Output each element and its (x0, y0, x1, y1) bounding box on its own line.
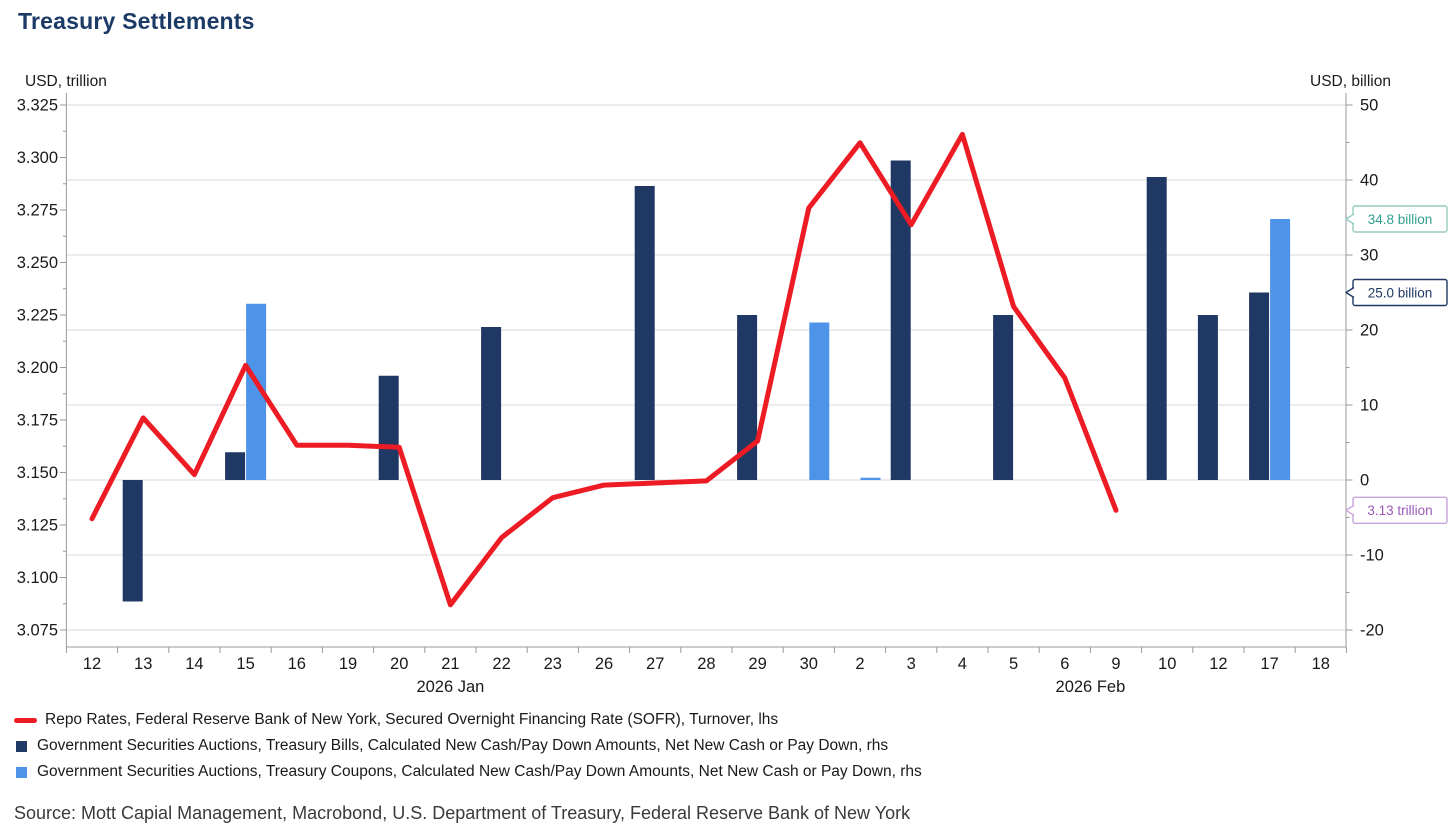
right-axis-tick-label: 30 (1360, 247, 1378, 265)
bar-treasury-bills (1146, 177, 1167, 480)
left-axis-unit-label: USD, trillion (25, 73, 107, 90)
right-axis-tick-label: 0 (1360, 472, 1369, 490)
x-axis-tick-label: 20 (390, 655, 408, 673)
left-axis-tick-label: 3.175 (17, 412, 58, 430)
x-axis-tick-label: 5 (1009, 655, 1018, 673)
x-axis-tick-label: 14 (185, 655, 203, 673)
left-axis-tick-label: 3.300 (17, 149, 58, 167)
legend-label: Government Securities Auctions, Treasury… (37, 763, 922, 780)
left-axis-tick-label: 3.325 (17, 97, 58, 115)
x-axis-tick-label: 3 (907, 655, 916, 673)
callout-pointer (1345, 213, 1355, 225)
repo-rates-line (89, 131, 1119, 608)
left-axis-tick-label: 3.275 (17, 202, 58, 220)
bar-treasury-bills (1249, 292, 1270, 480)
x-axis-tick-label: 12 (1209, 655, 1227, 673)
bar-treasury-coupons (809, 322, 830, 480)
right-axis-tick-label: 50 (1360, 97, 1378, 115)
left-axis-tick-label: 3.200 (17, 359, 58, 377)
x-axis-tick-label: 28 (697, 655, 715, 673)
legend-item-treasury-coupons: Government Securities Auctions, Treasury… (14, 759, 922, 785)
bar-treasury-coupons (1270, 219, 1291, 480)
x-axis-tick-label: 6 (1060, 655, 1069, 673)
legend-item-treasury-bills: Government Securities Auctions, Treasury… (14, 733, 922, 759)
x-axis-tick-label: 21 (441, 655, 459, 673)
legend-label: Government Securities Auctions, Treasury… (37, 737, 889, 754)
right-axis-tick-label: -10 (1360, 547, 1384, 565)
x-axis-month-label: 2026 Jan (416, 678, 484, 696)
left-axis-tick-label: 3.250 (17, 254, 58, 272)
bar-treasury-bills (890, 160, 911, 480)
right-axis-unit-label: USD, billion (1310, 73, 1391, 90)
bar-treasury-bills (225, 452, 246, 480)
x-axis-tick-label: 2 (855, 655, 864, 673)
x-axis-tick-label: 18 (1312, 655, 1330, 673)
repo-line-swatch (14, 717, 37, 723)
x-axis-tick-label: 23 (544, 655, 562, 673)
x-axis-tick-label: 16 (288, 655, 306, 673)
x-axis-tick-label: 30 (800, 655, 818, 673)
bar-treasury-bills (1197, 315, 1218, 480)
x-axis-tick-label: 22 (492, 655, 510, 673)
right-axis-tick-label: 40 (1360, 172, 1378, 190)
legend: Repo Rates, Federal Reserve Bank of New … (14, 707, 922, 785)
x-axis-tick-label: 12 (83, 655, 101, 673)
legend-item-repo-rates: Repo Rates, Federal Reserve Bank of New … (14, 707, 922, 733)
left-axis-tick-label: 3.125 (17, 517, 58, 535)
source-attribution: Source: Mott Capial Management, Macrobon… (14, 803, 911, 823)
plot-area: 3.325 3.300 3.275 3.250 3.225 3.200 3.175 3.150… (17, 73, 1448, 696)
left-axis-tick-label: 3.225 (17, 307, 58, 325)
chart-title: Treasury Settlements (18, 8, 255, 34)
bills-swatch (16, 740, 27, 752)
callout-label: 3.13 trillion (1367, 503, 1432, 518)
bar-treasury-bills (481, 327, 502, 480)
bar-treasury-bills (122, 480, 143, 602)
x-axis-tick-label: 13 (134, 655, 152, 673)
bar-treasury-bills (378, 375, 399, 480)
bar-treasury-bills (993, 315, 1014, 480)
x-axis-tick-label: 15 (236, 655, 254, 673)
x-axis-tick-label: 9 (1111, 655, 1120, 673)
x-axis-tick-label: 10 (1158, 655, 1176, 673)
x-axis-tick-label: 17 (1260, 655, 1278, 673)
x-axis-tick-label: 27 (646, 655, 664, 673)
right-axis-tick-label: 20 (1360, 322, 1378, 340)
bar-treasury-bills (737, 315, 758, 480)
callout-label: 25.0 billion (1368, 285, 1433, 300)
coupons-swatch (16, 766, 27, 778)
callout-pointer (1345, 286, 1355, 299)
x-axis-tick-label: 19 (339, 655, 357, 673)
bar-treasury-bills (634, 186, 655, 480)
callout-pointer (1345, 504, 1355, 516)
x-axis-tick-label: 4 (958, 655, 967, 673)
right-axis-tick-label: 10 (1360, 397, 1378, 415)
left-axis-tick-label: 3.100 (17, 569, 58, 587)
left-axis-tick-label: 3.150 (17, 464, 58, 482)
x-axis-tick-label: 29 (748, 655, 766, 673)
x-axis-month-label: 2026 Feb (1056, 678, 1126, 696)
bar-treasury-coupons (246, 303, 267, 480)
x-axis-tick-label: 26 (595, 655, 613, 673)
callout-label: 34.8 billion (1368, 212, 1433, 227)
left-axis-tick-label: 3.075 (17, 622, 58, 640)
legend-label: Repo Rates, Federal Reserve Bank of New … (45, 711, 779, 728)
bar-treasury-coupons (860, 477, 881, 480)
right-axis-tick-label: -20 (1360, 622, 1384, 640)
